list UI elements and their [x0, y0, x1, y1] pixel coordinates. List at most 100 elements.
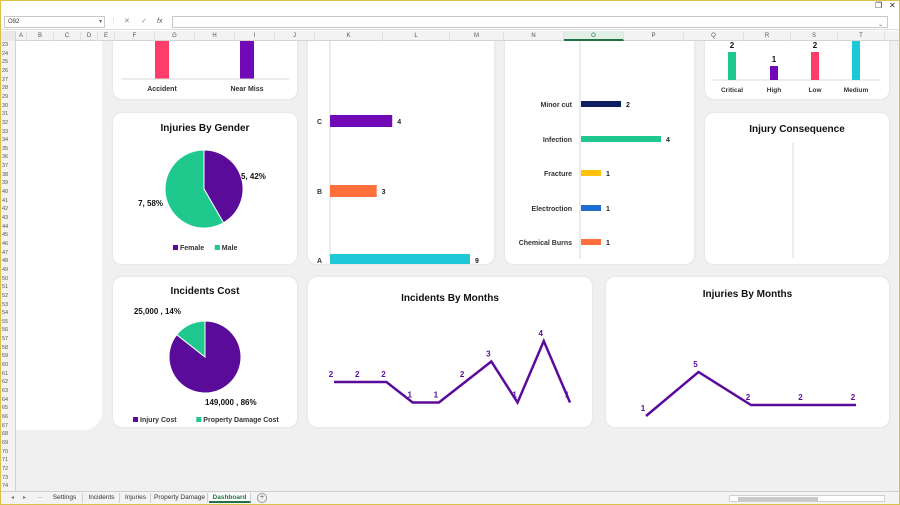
column-header-r[interactable]: R: [744, 31, 791, 41]
enter-icon[interactable]: ✓: [141, 18, 147, 25]
row-header-46[interactable]: 46: [2, 240, 9, 247]
column-header-e[interactable]: E: [98, 31, 115, 41]
row-header-74[interactable]: 74: [2, 483, 9, 490]
row-header-36[interactable]: 36: [2, 154, 9, 161]
sheet-tab-injuries[interactable]: Injuries: [121, 493, 151, 503]
sheet-tab-settings[interactable]: Settings: [47, 493, 83, 503]
injuries-by-gender-card[interactable]: Injuries By Gender 5, 42% 7, 58% Female Mal…: [113, 113, 297, 264]
column-header-l[interactable]: L: [383, 31, 450, 41]
row-header-60[interactable]: 60: [2, 362, 9, 369]
row-header-73[interactable]: 73: [2, 474, 9, 481]
chevron-down-icon[interactable]: ▾: [98, 19, 102, 25]
sheet-tab-incidents[interactable]: Incidents: [84, 493, 120, 503]
incidents-cost-card[interactable]: Incidents Cost 149,000 , 86% 25,000 , 14%…: [113, 277, 297, 427]
formula-input[interactable]: ⌄: [172, 16, 888, 28]
restore-icon[interactable]: ❐: [875, 1, 883, 10]
incidents-by-months-card[interactable]: Incidents By Months 20420320510710820931…: [308, 277, 592, 427]
column-header-f[interactable]: F: [115, 31, 155, 41]
column-header-o[interactable]: O: [564, 31, 624, 41]
row-header-71[interactable]: 71: [2, 457, 9, 464]
row-header-35[interactable]: 35: [2, 145, 9, 152]
row-header-23[interactable]: 23: [2, 42, 9, 48]
row-header-43[interactable]: 43: [2, 215, 9, 221]
select-all-corner[interactable]: [1, 31, 16, 41]
row-header-56[interactable]: 56: [2, 327, 9, 334]
row-header-57[interactable]: 57: [2, 336, 9, 343]
row-header-62[interactable]: 62: [2, 379, 9, 386]
row-header-59[interactable]: 59: [2, 353, 9, 360]
name-box[interactable]: O92 ▾: [4, 16, 105, 28]
row-header-29[interactable]: 29: [2, 93, 9, 100]
sheet-tab-property-damage[interactable]: Property Damage: [152, 493, 208, 503]
row-header-63[interactable]: 63: [2, 388, 9, 394]
injuries-by-months-card[interactable]: Injuries By Months 103505207208212: [606, 277, 889, 427]
more-sheets-icon[interactable]: …: [37, 494, 43, 500]
scroll-thumb[interactable]: [738, 497, 818, 501]
column-header-s[interactable]: S: [791, 31, 838, 41]
row-header-72[interactable]: 72: [2, 465, 9, 472]
row-header-33[interactable]: 33: [2, 128, 9, 135]
row-header-61[interactable]: 61: [2, 370, 9, 377]
row-header-31[interactable]: 31: [2, 111, 9, 118]
prev-sheet-icon[interactable]: ◂: [11, 495, 15, 501]
row-header-49[interactable]: 49: [2, 266, 9, 273]
row-header-68[interactable]: 68: [2, 431, 9, 438]
row-header-40[interactable]: 40: [2, 189, 9, 196]
column-header-n[interactable]: N: [504, 31, 564, 41]
row-header-34[interactable]: 34: [2, 137, 9, 144]
add-sheet-icon[interactable]: +: [257, 493, 267, 503]
row-header-30[interactable]: 30: [2, 102, 9, 109]
column-header-k[interactable]: K: [315, 31, 383, 41]
injury-level-card[interactable]: 2 Critical 1 High 2 Low Medium: [705, 41, 889, 99]
sheet-tab-dashboard[interactable]: Dashboard: [209, 493, 251, 503]
column-header-m[interactable]: M: [450, 31, 504, 41]
row-header-65[interactable]: 65: [2, 405, 9, 412]
cancel-icon[interactable]: ✕: [124, 18, 130, 25]
close-icon[interactable]: ✕: [889, 1, 896, 10]
incident-type-card[interactable]: Accident Near Miss: [113, 41, 297, 99]
row-header-70[interactable]: 70: [2, 448, 9, 455]
row-header-28[interactable]: 28: [2, 85, 9, 92]
row-header-66[interactable]: 66: [2, 413, 9, 420]
row-header-32[interactable]: 32: [2, 119, 9, 126]
row-header-45[interactable]: 45: [2, 232, 9, 239]
row-header-41[interactable]: 41: [2, 197, 9, 204]
row-header-67[interactable]: 67: [2, 422, 9, 429]
row-header-48[interactable]: 48: [2, 258, 9, 265]
row-header-55[interactable]: 55: [2, 318, 9, 325]
location-card[interactable]: C 4 B 3 A 9: [308, 41, 494, 264]
column-header-c[interactable]: C: [54, 31, 81, 41]
row-header-52[interactable]: 52: [2, 292, 9, 299]
injury-consequence-card[interactable]: Injury Consequence: [705, 113, 889, 264]
row-header-27[interactable]: 27: [2, 76, 9, 83]
row-header-69[interactable]: 69: [2, 439, 9, 446]
row-header-37[interactable]: 37: [2, 163, 9, 170]
column-header-p[interactable]: P: [624, 31, 684, 41]
row-header-51[interactable]: 51: [2, 284, 9, 291]
row-header-64[interactable]: 64: [2, 396, 9, 403]
column-header-d[interactable]: D: [81, 31, 98, 41]
injury-type-card[interactable]: Minor cut 2 Infection 4 Fracture 1 Electroctio…: [505, 41, 694, 264]
column-header-a[interactable]: A: [16, 31, 27, 41]
row-header-39[interactable]: 39: [2, 180, 9, 187]
row-header-53[interactable]: 53: [2, 301, 9, 308]
row-header-54[interactable]: 54: [2, 310, 9, 317]
column-header-j[interactable]: J: [275, 31, 315, 41]
row-header-25[interactable]: 25: [2, 59, 9, 66]
horizontal-scrollbar[interactable]: [729, 495, 885, 502]
row-header-50[interactable]: 50: [2, 275, 9, 282]
column-header-h[interactable]: H: [195, 31, 235, 41]
expand-icon[interactable]: ⌄: [877, 22, 883, 28]
fx-icon[interactable]: fx: [157, 18, 163, 25]
row-header-44[interactable]: 44: [2, 223, 9, 230]
row-header-42[interactable]: 42: [2, 206, 9, 213]
next-sheet-icon[interactable]: ▸: [23, 495, 27, 501]
column-header-g[interactable]: G: [155, 31, 195, 41]
column-header-i[interactable]: I: [235, 31, 275, 41]
row-header-26[interactable]: 26: [2, 67, 9, 74]
row-header-58[interactable]: 58: [2, 344, 9, 351]
column-header-t[interactable]: T: [838, 31, 885, 41]
row-header-47[interactable]: 47: [2, 249, 9, 256]
column-header-q[interactable]: Q: [684, 31, 744, 41]
row-header-38[interactable]: 38: [2, 171, 9, 178]
